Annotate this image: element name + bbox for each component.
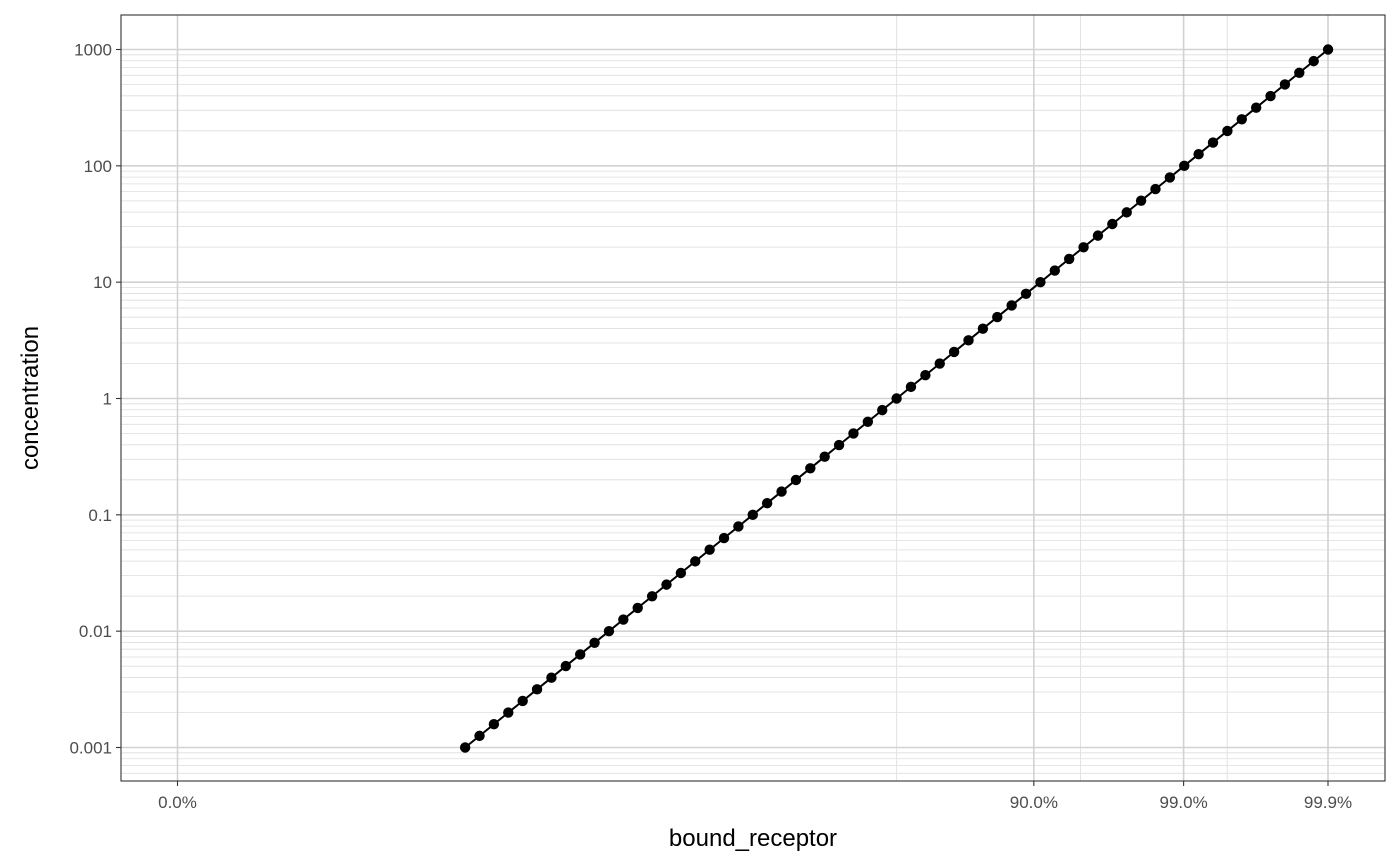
data-point [761, 498, 773, 509]
data-point [704, 544, 715, 555]
data-point [503, 707, 514, 718]
grid-minor [121, 15, 1385, 781]
data-point [1193, 149, 1204, 160]
data-point [977, 323, 989, 334]
data-point [675, 567, 687, 579]
data-point [934, 358, 945, 369]
data-point [1035, 276, 1046, 288]
data-point [618, 614, 629, 625]
data-point [1179, 160, 1190, 172]
data-point [1135, 195, 1147, 206]
x-axis-title: bound_receptor [669, 825, 837, 852]
data-point [920, 370, 931, 381]
data-point [690, 556, 701, 567]
data-point [589, 637, 600, 648]
data-point [474, 730, 485, 742]
data-point [1020, 288, 1032, 299]
y-tick-label: 1000 [74, 41, 112, 60]
data-point [603, 625, 615, 637]
x-tick-label: 99.0% [1160, 793, 1208, 812]
data-point [905, 381, 917, 393]
y-tick-label: 0.1 [88, 506, 112, 525]
data-point [1279, 79, 1291, 90]
data-point [1207, 137, 1219, 148]
data-point [488, 719, 500, 730]
data-point [833, 439, 845, 451]
data-points [459, 44, 1334, 753]
data-point [459, 742, 471, 753]
data-point [517, 695, 528, 707]
data-point [575, 649, 586, 660]
data-point [1164, 172, 1176, 183]
y-tick-label: 0.001 [69, 739, 112, 758]
data-point [963, 335, 974, 346]
data-point [819, 451, 830, 462]
data-point [1107, 218, 1118, 230]
data-point [1294, 67, 1305, 78]
x-axis: 0.0% 90.0% 99.0% 99.9% [158, 781, 1352, 812]
data-point [1222, 125, 1233, 137]
data-point [1150, 183, 1161, 195]
data-point [948, 346, 960, 358]
data-point [546, 672, 557, 683]
data-point [877, 404, 888, 416]
data-point [1121, 207, 1132, 218]
data-point [733, 521, 744, 532]
data-point [1265, 90, 1276, 102]
data-point [1006, 300, 1017, 311]
y-axis: 0.001 0.01 0.1 1 10 100 1000 [69, 41, 121, 758]
data-point [1236, 114, 1247, 125]
y-tick-label: 1 [103, 390, 112, 409]
data-point [718, 532, 730, 544]
data-point [776, 486, 787, 497]
data-point [790, 474, 802, 486]
data-point [560, 660, 572, 672]
data-point [805, 463, 816, 474]
data-point [1063, 253, 1075, 265]
data-point [646, 591, 658, 602]
data-point [862, 416, 874, 427]
data-point [531, 684, 543, 695]
y-tick-label: 10 [93, 273, 112, 292]
data-point [1092, 230, 1104, 241]
x-tick-label: 0.0% [158, 793, 197, 812]
data-point [1308, 55, 1319, 67]
y-tick-label: 100 [84, 157, 112, 176]
data-point [1322, 44, 1334, 55]
data-point [848, 428, 859, 439]
data-point [747, 509, 758, 521]
data-point [632, 602, 643, 614]
y-axis-title: concentration [17, 326, 44, 470]
data-point [1250, 102, 1262, 113]
y-tick-label: 0.01 [79, 622, 112, 641]
data-point [891, 393, 902, 404]
data-point [1049, 265, 1061, 276]
x-tick-label: 99.9% [1304, 793, 1352, 812]
data-point [992, 311, 1003, 323]
data-point [1078, 242, 1089, 253]
x-tick-label: 90.0% [1010, 793, 1058, 812]
data-point [661, 579, 672, 590]
